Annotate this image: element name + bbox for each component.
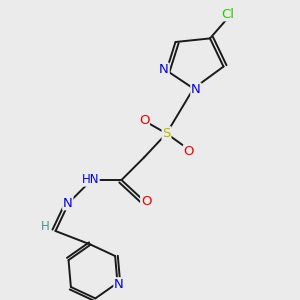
Text: N: N (114, 278, 124, 291)
Text: N: N (159, 63, 169, 76)
Text: N: N (191, 83, 201, 96)
Text: O: O (139, 113, 149, 127)
Text: N: N (63, 196, 73, 210)
Text: Cl: Cl (221, 8, 235, 21)
Text: HN: HN (82, 173, 99, 186)
Text: S: S (162, 127, 171, 140)
Text: O: O (141, 195, 152, 208)
Text: O: O (184, 145, 194, 158)
Text: H: H (40, 220, 50, 233)
